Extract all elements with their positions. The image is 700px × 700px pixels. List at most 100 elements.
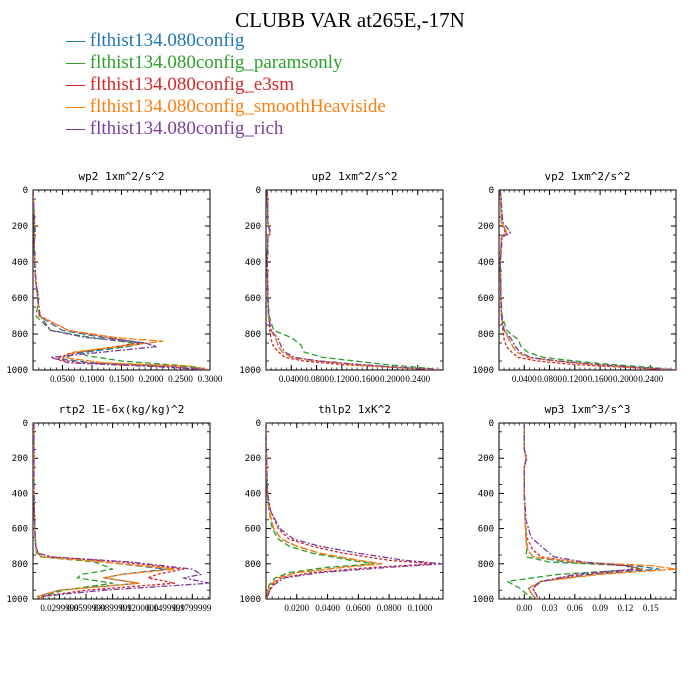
series-line <box>33 190 210 370</box>
x-tick-label: 0.2400 <box>405 374 430 384</box>
panel-title: wp3 1xm^3/s^3 <box>544 403 630 416</box>
series-line <box>33 423 176 599</box>
x-tick-label: 0.0800 <box>377 603 402 613</box>
x-tick-label: 0.2000 <box>139 374 164 384</box>
y-tick-label: 400 <box>245 258 261 268</box>
legend: — flthist134.080config — flthist134.080c… <box>66 30 386 140</box>
legend-line-marker: — <box>66 96 90 117</box>
x-tick-label: 0.0600 <box>346 603 371 613</box>
series-line <box>266 190 443 370</box>
y-tick-label: 200 <box>12 222 28 232</box>
x-tick-label: 0.0200 <box>284 603 309 613</box>
y-tick-label: 400 <box>478 258 494 268</box>
panel-frame <box>265 422 444 600</box>
x-tick-label: 0.2000 <box>613 374 638 384</box>
y-tick-label: 0 <box>256 419 261 429</box>
series-line <box>33 423 114 599</box>
y-tick-label: 1000 <box>472 595 494 605</box>
x-tick-label: 0.3000 <box>198 374 223 384</box>
y-tick-label: 800 <box>245 330 261 340</box>
chart-panel: rtp2 1E-6x(kg/kg)^2 0 200 400 600 800 1000 0.02… <box>6 403 212 613</box>
y-tick-label: 1000 <box>6 595 28 605</box>
x-tick-label: 0.12 <box>618 603 634 613</box>
y-tick-label: 600 <box>245 525 261 535</box>
panel-title: wp2 1xm^2/s^2 <box>78 170 164 183</box>
y-tick-label: 600 <box>478 294 494 304</box>
legend-line-marker: — <box>66 52 90 73</box>
y-tick-label: 600 <box>12 525 28 535</box>
panel-frame <box>498 422 677 600</box>
x-tick-label: 0.0800 <box>304 374 329 384</box>
series-line <box>499 190 676 370</box>
series-line <box>33 423 210 599</box>
series-line <box>33 423 185 599</box>
legend-item-rich: — flthist134.080config_rich <box>66 118 386 140</box>
y-tick-label: 800 <box>12 560 28 570</box>
series-group <box>33 423 210 599</box>
y-tick-label: 600 <box>478 525 494 535</box>
legend-label: flthist134.080config_e3sm <box>89 74 294 95</box>
legend-line-marker: — <box>66 118 90 139</box>
series-line <box>523 423 635 599</box>
x-tick-label: 0.0400 <box>279 374 304 384</box>
series-line <box>266 423 375 599</box>
x-tick-label: 0.1200000 <box>120 603 159 613</box>
series-group <box>499 190 676 370</box>
series-line <box>33 190 210 370</box>
series-group <box>33 190 210 370</box>
x-tick-label: 0.1499999 <box>147 603 186 613</box>
y-tick-label: 400 <box>12 489 28 499</box>
y-tick-label: 200 <box>245 454 261 464</box>
series-group <box>506 423 676 599</box>
series-group <box>266 423 443 599</box>
panel-frame <box>32 189 211 371</box>
series-line <box>33 190 210 370</box>
legend-item-paramsonly: — flthist134.080config_paramsonly <box>66 52 386 74</box>
panel-title: vp2 1xm^2/s^2 <box>544 170 630 183</box>
panel-frame <box>265 189 444 371</box>
y-tick-label: 800 <box>245 560 261 570</box>
x-tick-label: 0.0899999 <box>94 603 133 613</box>
y-tick-label: 800 <box>12 330 28 340</box>
legend-item-e3sm: — flthist134.080config_e3sm <box>66 74 386 96</box>
x-tick-label: 0.1200 <box>562 374 587 384</box>
x-tick-label: 0.2000 <box>380 374 405 384</box>
x-tick-label: 0.06 <box>567 603 583 613</box>
x-tick-label: 0.2400 <box>638 374 663 384</box>
y-tick-label: 800 <box>478 330 494 340</box>
figure-title: CLUBB VAR at265E,-17N <box>235 8 465 32</box>
y-tick-label: 600 <box>12 294 28 304</box>
x-tick-label: 0.09 <box>592 603 608 613</box>
legend-label: flthist134.080config_smoothHeaviside <box>89 96 386 117</box>
y-tick-label: 1000 <box>6 366 28 376</box>
x-tick-label: 0.0299999 <box>40 603 79 613</box>
series-line <box>499 190 676 370</box>
panel-frame <box>498 189 677 371</box>
panel-title: rtp2 1E-6x(kg/kg)^2 <box>59 403 185 416</box>
series-line <box>266 423 436 599</box>
legend-line-marker: — <box>66 74 90 95</box>
x-tick-label: 0.1000 <box>408 603 433 613</box>
x-tick-label: 0.1200 <box>329 374 354 384</box>
y-tick-label: 1000 <box>472 366 494 376</box>
y-tick-label: 0 <box>23 186 28 196</box>
x-tick-label: 0.0500 <box>50 374 75 384</box>
y-tick-label: 600 <box>245 294 261 304</box>
y-tick-label: 1000 <box>239 366 261 376</box>
chart-panel: vp2 1xm^2/s^2 0 200 400 600 800 1000 0.0400 0.08… <box>472 170 677 384</box>
legend-line-marker: — <box>66 30 90 51</box>
y-tick-label: 400 <box>478 489 494 499</box>
x-tick-label: 0.0400 <box>315 603 340 613</box>
series-line <box>499 190 676 370</box>
panel-title: up2 1xm^2/s^2 <box>311 170 397 183</box>
y-tick-label: 200 <box>478 222 494 232</box>
series-group <box>266 190 443 370</box>
panel-title: thlp2 1xK^2 <box>318 403 391 416</box>
x-tick-label: 0.1600 <box>355 374 380 384</box>
x-tick-label: 0.0400 <box>512 374 537 384</box>
series-line <box>266 190 443 370</box>
series-line <box>499 190 676 370</box>
x-tick-label: 0.1000 <box>80 374 105 384</box>
x-tick-label: 0.0599999 <box>67 603 106 613</box>
